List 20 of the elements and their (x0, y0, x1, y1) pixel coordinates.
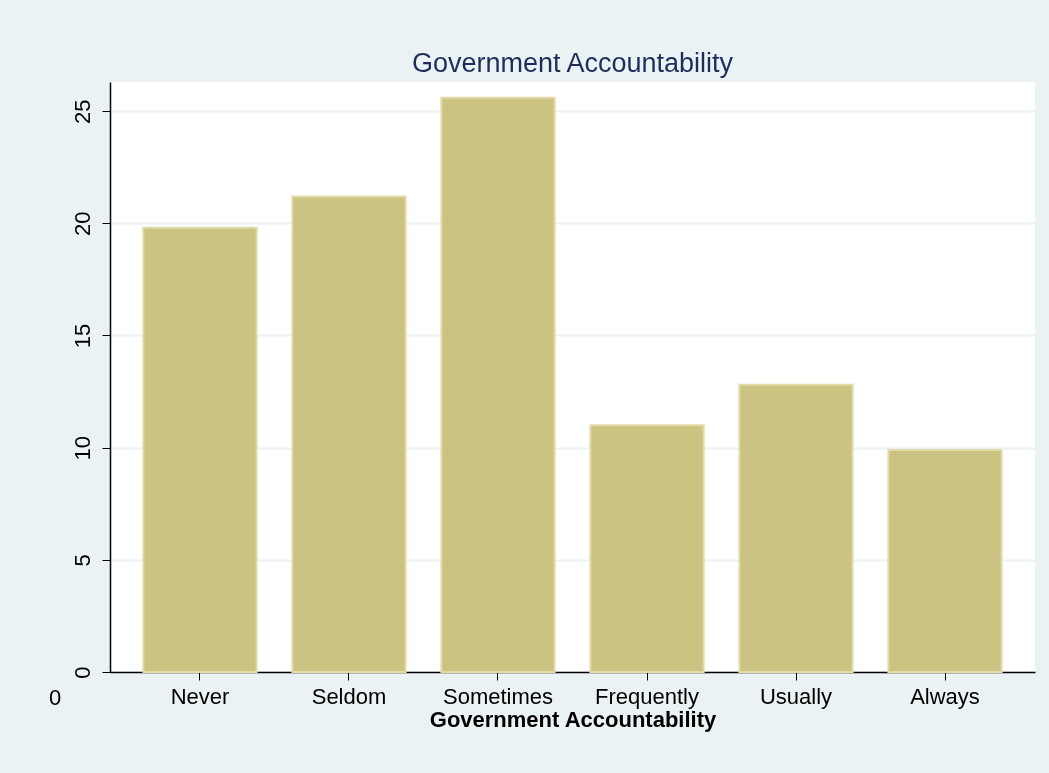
y-tick-label: 20 (69, 211, 95, 237)
y-tick-label: 15 (69, 323, 95, 349)
bar (440, 96, 556, 673)
bar (291, 195, 407, 673)
text: 0 (48, 685, 62, 710)
x-tick-label: Always (910, 683, 980, 709)
y-tick-label: 10 (69, 435, 95, 461)
x-tick-label: Sometimes (442, 683, 554, 709)
x-tick-label: Seldom (311, 683, 387, 709)
y-tick-label: 5 (69, 554, 95, 567)
x-tick-label: Frequently (595, 683, 699, 709)
bar (142, 226, 258, 673)
y-tick-label: 0 (69, 666, 95, 679)
bar (589, 424, 705, 673)
x-tick-label: Usually (759, 683, 833, 709)
x-tick-label: Never (170, 683, 230, 709)
chart-title: Government Accountability (411, 48, 734, 78)
bar (738, 383, 854, 673)
bar (887, 448, 1003, 673)
y-tick-label: 25 (69, 99, 95, 124)
